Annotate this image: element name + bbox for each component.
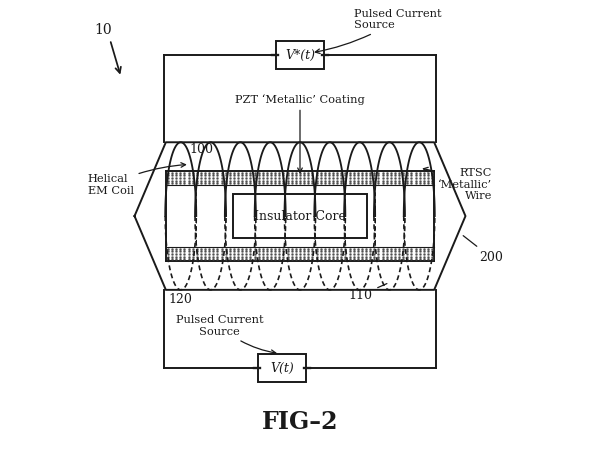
FancyBboxPatch shape: [276, 41, 324, 69]
Text: Pulsed Current
Source: Pulsed Current Source: [315, 9, 441, 54]
Text: 120: 120: [169, 293, 193, 306]
Text: 10: 10: [94, 23, 112, 37]
Text: PZT ‘Metallic’ Coating: PZT ‘Metallic’ Coating: [235, 94, 365, 172]
Text: Insulator Core: Insulator Core: [254, 210, 346, 223]
Text: 110: 110: [349, 284, 387, 302]
Text: V*(t): V*(t): [285, 49, 315, 62]
Text: FIG–2: FIG–2: [262, 410, 338, 434]
FancyBboxPatch shape: [259, 355, 306, 382]
Text: V(t): V(t): [270, 362, 294, 374]
Text: RTSC
‘Metallic’
Wire: RTSC ‘Metallic’ Wire: [424, 167, 493, 201]
Text: 200: 200: [463, 236, 503, 264]
Text: Helical
EM Coil: Helical EM Coil: [88, 163, 185, 196]
Text: Pulsed Current
Source: Pulsed Current Source: [176, 315, 276, 355]
FancyBboxPatch shape: [233, 194, 367, 238]
Text: 100: 100: [190, 144, 214, 157]
